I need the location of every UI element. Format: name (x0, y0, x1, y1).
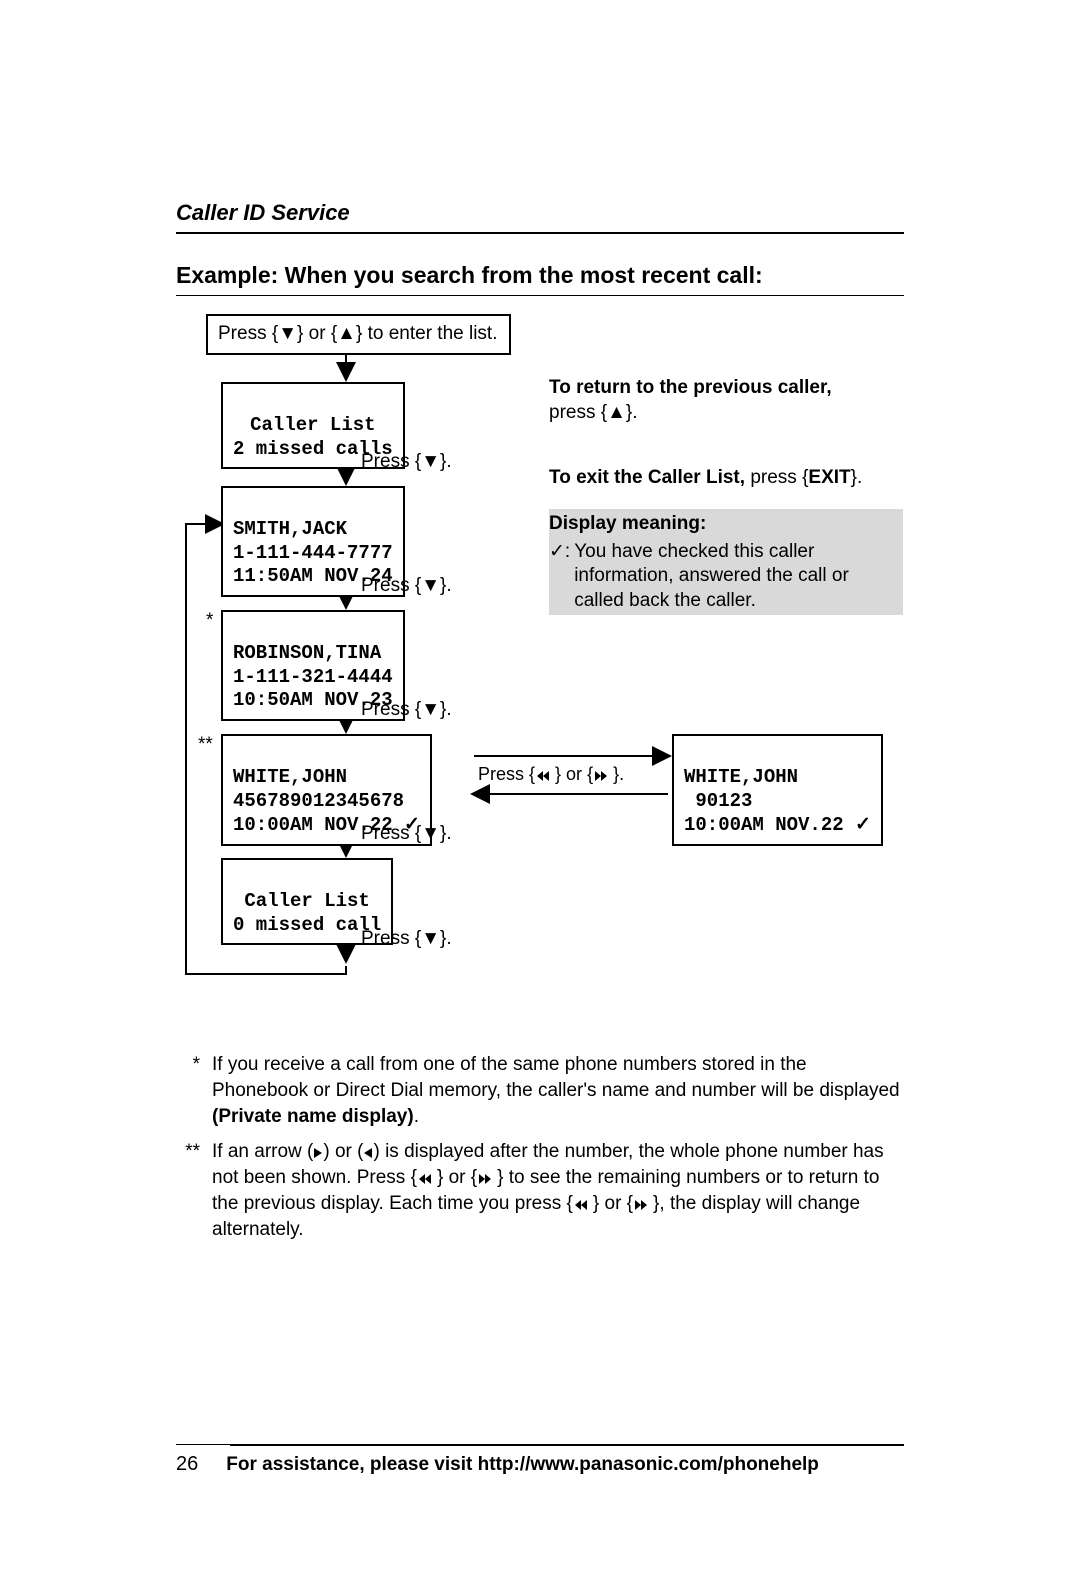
page-footer: 26 For assistance, please visit http://w… (176, 1444, 904, 1476)
display-meaning: Display meaning: ✓: You have checked thi… (549, 512, 903, 614)
forward-icon: {} (587, 764, 619, 784)
t: Press (361, 928, 415, 949)
fn-text-1: If you receive a call from one of the sa… (212, 1052, 904, 1131)
down-icon: {▼} (415, 823, 447, 844)
forward-icon: {} (627, 1193, 660, 1214)
t: . (632, 402, 637, 423)
l: 10:00AM NOV.22 (684, 814, 844, 836)
check-icon: ✓ (855, 814, 871, 835)
t: to enter the list. (362, 323, 497, 344)
l: 90123 (684, 790, 752, 812)
t: or (443, 1167, 470, 1188)
t: . (414, 1106, 419, 1127)
t: Press (361, 823, 415, 844)
press-down-2: Press {▼}. (361, 575, 452, 597)
box-enter-list: Press {▼} or {▲} to enter the list. (206, 314, 511, 355)
rewind-icon: {} (529, 764, 561, 784)
l: Caller List (250, 414, 375, 436)
t: or (303, 323, 330, 344)
t: You have checked this caller information… (574, 540, 903, 614)
footer-text: For assistance, please visit http://www.… (226, 1454, 819, 1476)
return-prev: To return to the previous caller, press … (549, 376, 889, 425)
t: . (857, 467, 862, 488)
left-tri-icon (363, 1147, 373, 1159)
down-icon: {▼} (272, 323, 304, 344)
t: Press (218, 323, 272, 344)
l: 0 missed call (233, 914, 381, 936)
t: or (599, 1193, 626, 1214)
forward-icon: {} (471, 1167, 504, 1188)
up-icon: {▲} (331, 323, 363, 344)
press-down-4: Press {▼}. (361, 823, 452, 845)
l: SMITH,JACK (233, 518, 347, 540)
footnotes: * If you receive a call from one of the … (176, 1052, 904, 1244)
press-down-3: Press {▼}. (361, 699, 452, 721)
t: Press (361, 575, 415, 596)
right-tri-icon (313, 1147, 323, 1159)
t: press (750, 467, 802, 488)
l: WHITE,JOHN (233, 766, 347, 788)
section-header: Caller ID Service (176, 200, 904, 234)
t: Press (361, 699, 415, 720)
asterisk-1: * (206, 610, 213, 632)
box-white-b: WHITE,JOHN 90123 10:00AM NOV.22 ✓ (672, 734, 883, 846)
press-down-1: Press {▼}. (361, 451, 452, 473)
t: If you receive a call from one of the sa… (212, 1054, 900, 1101)
press-down-5: Press {▼}. (361, 928, 452, 950)
t: or (561, 764, 587, 784)
t: ) or ( (323, 1141, 363, 1162)
t: Press (361, 451, 415, 472)
down-icon: {▼} (415, 451, 447, 472)
l: 456789012345678 (233, 790, 404, 812)
t: To exit the Caller List, (549, 467, 750, 488)
l: WHITE,JOHN (684, 766, 798, 788)
page-number: 26 (176, 1453, 198, 1476)
asterisk-2: ** (198, 734, 213, 756)
check-icon: ✓ (549, 541, 565, 562)
l: 1-111-444-7777 (233, 542, 393, 564)
rewind-icon: {} (567, 1193, 600, 1214)
example-subtitle: Example: When you search from the most r… (176, 262, 904, 296)
l: Caller List (244, 890, 369, 912)
l: ROBINSON,TINA (233, 642, 381, 664)
t: (Private name display) (212, 1106, 414, 1127)
down-icon: {▼} (415, 928, 447, 949)
rewind-icon: {} (411, 1167, 444, 1188)
down-icon: {▼} (415, 575, 447, 596)
l: 1-111-321-4444 (233, 666, 393, 688)
t: press (549, 402, 601, 423)
flow-diagram: Press {▼} or {▲} to enter the list. Call… (176, 314, 904, 1034)
t: Press (478, 764, 529, 784)
fn-marker: * (176, 1052, 200, 1131)
exit-list: To exit the Caller List, press {EXIT}. (549, 466, 904, 491)
t: If an arrow ( (212, 1141, 313, 1162)
exit-button-label: {EXIT} (802, 467, 857, 488)
t: Display meaning: (549, 513, 706, 534)
fn-marker: ** (176, 1139, 200, 1244)
press-seek: Press {} or {}. (478, 764, 624, 785)
down-icon: {▼} (415, 699, 447, 720)
t: To return to the previous caller, (549, 377, 832, 398)
up-icon: {▲} (601, 402, 633, 423)
fn-text-2: If an arrow () or () is displayed after … (212, 1139, 904, 1244)
